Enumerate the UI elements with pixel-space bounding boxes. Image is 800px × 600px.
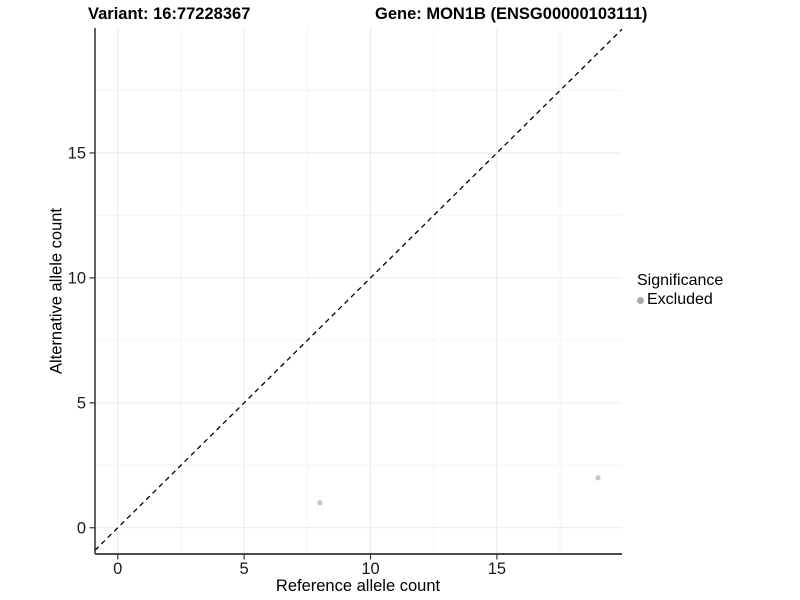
- data-point: [595, 475, 601, 481]
- legend-entry-label: Excluded: [647, 291, 713, 308]
- x-tick-label: 0: [113, 560, 122, 578]
- x-axis-title: Reference allele count: [275, 577, 441, 595]
- y-tick-label: 0: [77, 519, 86, 537]
- x-tick-label: 5: [240, 560, 249, 578]
- legend-entry-excluded: Excluded: [637, 291, 723, 309]
- gene-title: Gene: MON1B (ENSG00000103111): [375, 5, 648, 23]
- y-axis-title: Alternative allele count: [47, 207, 66, 375]
- legend-title: Significance: [637, 272, 724, 289]
- variant-title: Variant: 16:77228367: [88, 5, 251, 23]
- y-tick-label: 5: [77, 394, 86, 412]
- identity-line: [94, 28, 623, 551]
- y-tick-label: 10: [68, 269, 86, 287]
- legend: Significance Excluded: [637, 272, 723, 309]
- legend-point-icon: [637, 296, 644, 304]
- x-tick-label: 15: [488, 560, 506, 578]
- data-point: [317, 500, 323, 506]
- x-tick-label: 10: [361, 560, 379, 578]
- y-tick-label: 15: [68, 144, 86, 162]
